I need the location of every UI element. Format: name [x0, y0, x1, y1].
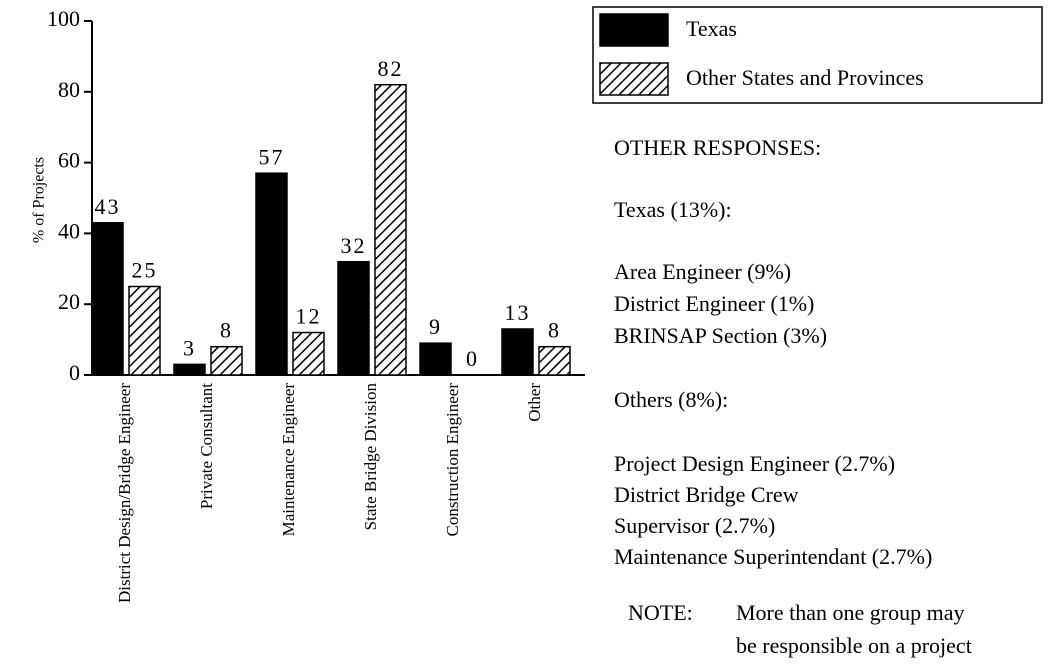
x-tick-label: Private Consultant [197, 383, 216, 509]
note-title: Others (8%): [614, 387, 728, 412]
note-item: Supervisor (2.7%) [614, 513, 775, 538]
data-label: 3 [183, 335, 196, 360]
legend-label: Other States and Provinces [686, 65, 924, 90]
bar [538, 345, 571, 376]
data-label: 32 [341, 233, 367, 258]
y-tick-label: 20 [58, 289, 80, 314]
note-line: be responsible on a project [736, 633, 972, 658]
bar [292, 331, 325, 376]
x-tick-label: Other [525, 383, 544, 422]
legend-box [592, 6, 1043, 104]
legend-swatch [599, 13, 669, 47]
data-label: 0 [466, 346, 479, 371]
bar [173, 363, 206, 376]
bar [210, 345, 243, 376]
note-item: District Bridge Crew [614, 482, 799, 507]
data-label: 8 [220, 318, 233, 343]
bar [337, 260, 370, 376]
data-label: 82 [378, 56, 404, 81]
data-label: 25 [132, 258, 158, 283]
data-label: 13 [505, 300, 531, 325]
bar [501, 328, 534, 376]
data-label: 8 [548, 318, 561, 343]
note-label: NOTE: [628, 600, 693, 625]
x-tick-label: Construction Engineer [443, 383, 462, 537]
data-label: 57 [259, 144, 285, 169]
data-label: 12 [296, 304, 322, 329]
data-label: 9 [429, 314, 442, 339]
y-axis-label: % of Projects [31, 157, 48, 243]
bar [374, 83, 407, 376]
bar [255, 172, 288, 376]
bar [128, 285, 161, 376]
note-item: BRINSAP Section (3%) [614, 323, 827, 348]
legend-label: Texas [686, 16, 737, 41]
y-tick-label: 100 [47, 6, 80, 31]
y-tick-label: 60 [58, 148, 80, 173]
note-heading: OTHER RESPONSES: [614, 135, 821, 160]
note-item: District Engineer (1%) [614, 291, 814, 316]
y-tick-label: 40 [58, 218, 80, 243]
x-tick-label: Maintenance Engineer [279, 383, 298, 537]
note-item: Project Design Engineer (2.7%) [614, 451, 895, 476]
bar [91, 222, 124, 376]
bar [419, 342, 452, 376]
x-tick-label: State Bridge Division [361, 383, 380, 531]
legend-swatch [599, 62, 669, 96]
note-item: Area Engineer (9%) [614, 259, 791, 284]
y-tick-label: 80 [58, 77, 80, 102]
y-tick-label: 0 [69, 360, 80, 385]
note-item: Maintenance Superintendant (2.7%) [614, 544, 932, 569]
data-label: 43 [95, 194, 121, 219]
note-line: More than one group may [736, 600, 965, 625]
x-tick-label: District Design/Bridge Engineer [115, 383, 134, 603]
note-title: Texas (13%): [614, 197, 732, 222]
